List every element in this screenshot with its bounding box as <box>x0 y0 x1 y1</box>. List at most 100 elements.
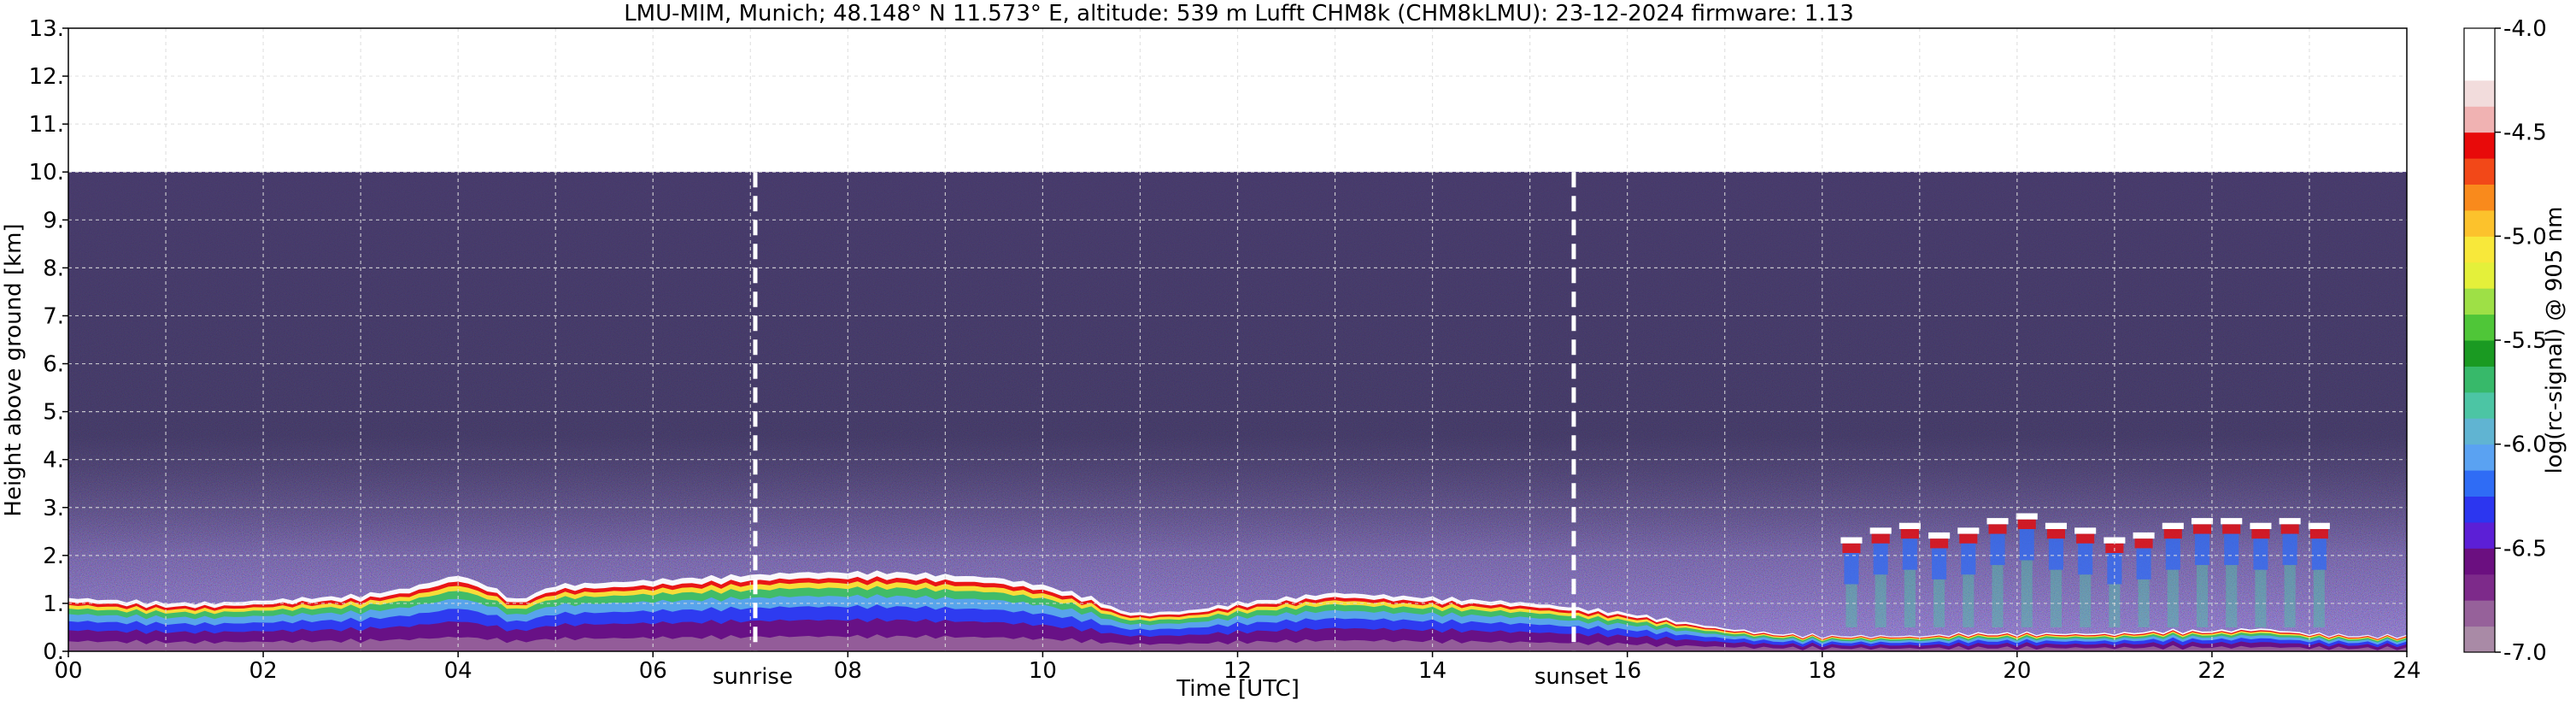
x-tick-label: 16 <box>1613 658 1641 684</box>
upper-cloud-fall <box>2136 548 2151 580</box>
colorbar-swatch <box>2464 418 2495 445</box>
upper-cloud-fall <box>2078 543 2093 575</box>
upper-cloud-top <box>2104 537 2126 544</box>
y-tick-label: 3. <box>43 496 64 521</box>
upper-cloud-core <box>2076 533 2095 544</box>
colorbar-swatch <box>2464 340 2495 367</box>
upper-cloud-top <box>2221 518 2243 525</box>
y-tick-label: 1. <box>43 591 64 617</box>
colorbar-swatch <box>2464 184 2495 211</box>
upper-cloud-top <box>1928 532 1951 539</box>
colorbar-swatch <box>2464 600 2495 627</box>
y-tick-label: 7. <box>43 303 64 329</box>
upper-cloud-fall <box>1961 543 1976 575</box>
upper-cloud-top <box>2162 522 2184 530</box>
y-tick-label: 2. <box>43 544 64 569</box>
y-tick-label: 13. <box>29 16 64 42</box>
upper-cloud-core <box>2251 529 2270 539</box>
x-axis-ticks: 00 02 04 06 08 10 12 14 16 18 20 22 24 <box>54 651 2421 684</box>
upper-cloud-streak <box>2255 569 2267 627</box>
colorbar-tick-label: -6.0 <box>2503 432 2547 458</box>
colorbar-tick-label: -5.5 <box>2503 328 2547 354</box>
upper-cloud-fall <box>2048 538 2063 570</box>
x-tick-label: 18 <box>1808 658 1836 684</box>
x-tick-label: 04 <box>444 658 472 684</box>
colorbar-tick-label: -4.5 <box>2503 121 2547 146</box>
colorbar-tick-label: -6.5 <box>2503 536 2547 562</box>
upper-cloud-top <box>2279 518 2301 525</box>
chart-title: LMU-MIM, Munich; 48.148° N 11.573° E, al… <box>624 1 1854 26</box>
x-tick-label: 10 <box>1029 658 1057 684</box>
upper-cloud-top <box>2308 522 2330 530</box>
upper-cloud-top <box>2074 527 2097 534</box>
plot-area: sunrise sunset <box>67 27 2408 690</box>
upper-cloud-fall <box>1932 548 1947 580</box>
upper-cloud-core <box>1871 533 1890 544</box>
upper-cloud-streak <box>1933 579 1945 627</box>
x-tick-label: 02 <box>249 658 278 684</box>
y-tick-label: 12. <box>29 64 64 90</box>
colorbar-swatch <box>2464 236 2495 263</box>
colorbar-swatch <box>2464 444 2495 471</box>
x-tick-label: 20 <box>2003 658 2031 684</box>
y-tick-label: 4. <box>43 448 64 474</box>
upper-cloud-top <box>1986 518 2009 525</box>
upper-cloud-core <box>2163 529 2182 539</box>
y-tick-label: 9. <box>43 208 64 233</box>
upper-cloud-streak <box>2021 560 2033 627</box>
upper-cloud-streak <box>1992 565 2004 627</box>
colorbar-swatch <box>2464 366 2495 393</box>
y-tick-label: 6. <box>43 352 64 378</box>
x-axis-label: Time [UTC] <box>1176 676 1300 702</box>
colorbar-tick-label: -5.0 <box>2503 224 2547 250</box>
colorbar-swatch <box>2464 496 2495 523</box>
upper-cloud-streak <box>2313 569 2325 627</box>
y-tick-label: 8. <box>43 256 64 281</box>
x-tick-label: 22 <box>2198 658 2226 684</box>
upper-cloud-top <box>2045 522 2067 530</box>
colorbar-label: log(rc-signal) @ 905 nm <box>2542 207 2567 474</box>
upper-cloud-streak <box>2167 569 2179 627</box>
colorbar-swatch <box>2464 106 2495 133</box>
upper-cloud-core <box>1930 538 1949 549</box>
colorbar-swatch <box>2464 262 2495 289</box>
y-tick-label: 11. <box>29 112 64 138</box>
upper-cloud-streak <box>1963 574 1975 627</box>
colorbar-swatch <box>2464 158 2495 185</box>
y-axis-label: Height above ground [km] <box>1 223 26 516</box>
colorbar-swatch <box>2464 521 2495 549</box>
upper-cloud-top <box>2191 518 2214 525</box>
upper-cloud-fall <box>2019 529 2034 561</box>
colorbar-swatch <box>2464 574 2495 601</box>
upper-cloud-core <box>1842 543 1861 554</box>
colorbar-swatch <box>2464 391 2495 419</box>
upper-cloud-fall <box>2253 538 2268 570</box>
upper-cloud-streak <box>1845 584 1857 627</box>
x-tick-label: 14 <box>1418 658 1446 684</box>
x-tick-label: 24 <box>2392 658 2421 684</box>
y-tick-label: 0. <box>43 639 64 665</box>
upper-cloud-fall <box>2165 538 2180 570</box>
upper-cloud-top <box>1957 527 1980 534</box>
upper-cloud-fall <box>1873 543 1888 575</box>
x-tick-label: 06 <box>639 658 667 684</box>
upper-cloud-streak <box>2050 569 2062 627</box>
pbl-mauve-band <box>68 634 2407 651</box>
upper-cloud-bands <box>1840 513 2330 627</box>
upper-cloud-fall <box>2224 533 2239 566</box>
upper-cloud-core <box>1988 524 2007 534</box>
sun-marker-label: sunset <box>1534 664 1608 690</box>
upper-cloud-core <box>2134 538 2153 549</box>
upper-cloud-core <box>1959 533 1978 544</box>
x-tick-label: 08 <box>834 658 862 684</box>
upper-cloud-fall <box>1990 533 2005 566</box>
upper-cloud-core <box>2046 529 2065 539</box>
upper-cloud-streak <box>1904 569 1916 627</box>
upper-cloud-core <box>2017 519 2036 530</box>
colorbar-swatch <box>2464 626 2495 653</box>
y-axis-ticks: 0. 1. 2. 3. 4. 5. 6. 7. 8. 9. 10. 11. 12. 13. <box>29 16 68 665</box>
colorbar-swatch <box>2464 28 2495 55</box>
upper-cloud-streak <box>1875 574 1887 627</box>
colorbar-swatch <box>2464 288 2495 315</box>
